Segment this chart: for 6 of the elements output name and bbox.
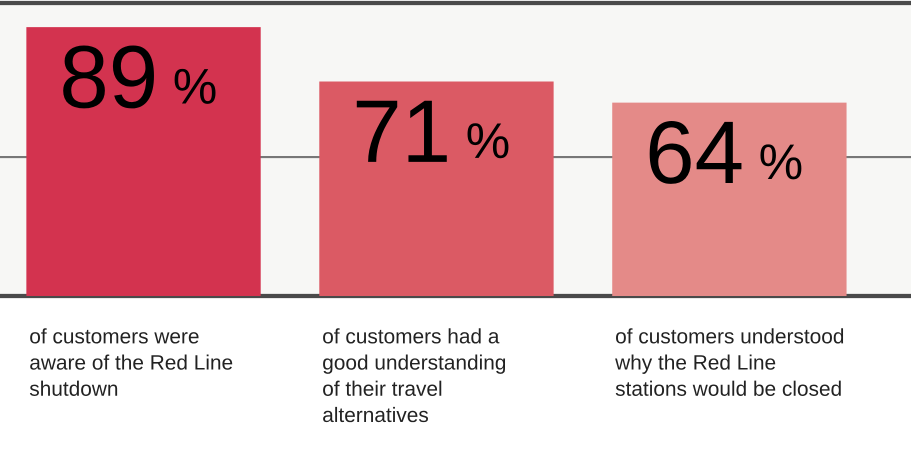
x-tick-label: of customers had a good understanding of their travel alternatives <box>323 328 506 422</box>
x-tick-label: of customers were aware of the Red Line shutdown <box>30 328 232 396</box>
x-tick-label: of customers understood why the Red Line stations would be closed <box>615 328 844 396</box>
data-label: 64% <box>650 120 802 184</box>
data-label: 71% <box>356 100 508 162</box>
data-label: 89% <box>63 45 216 108</box>
